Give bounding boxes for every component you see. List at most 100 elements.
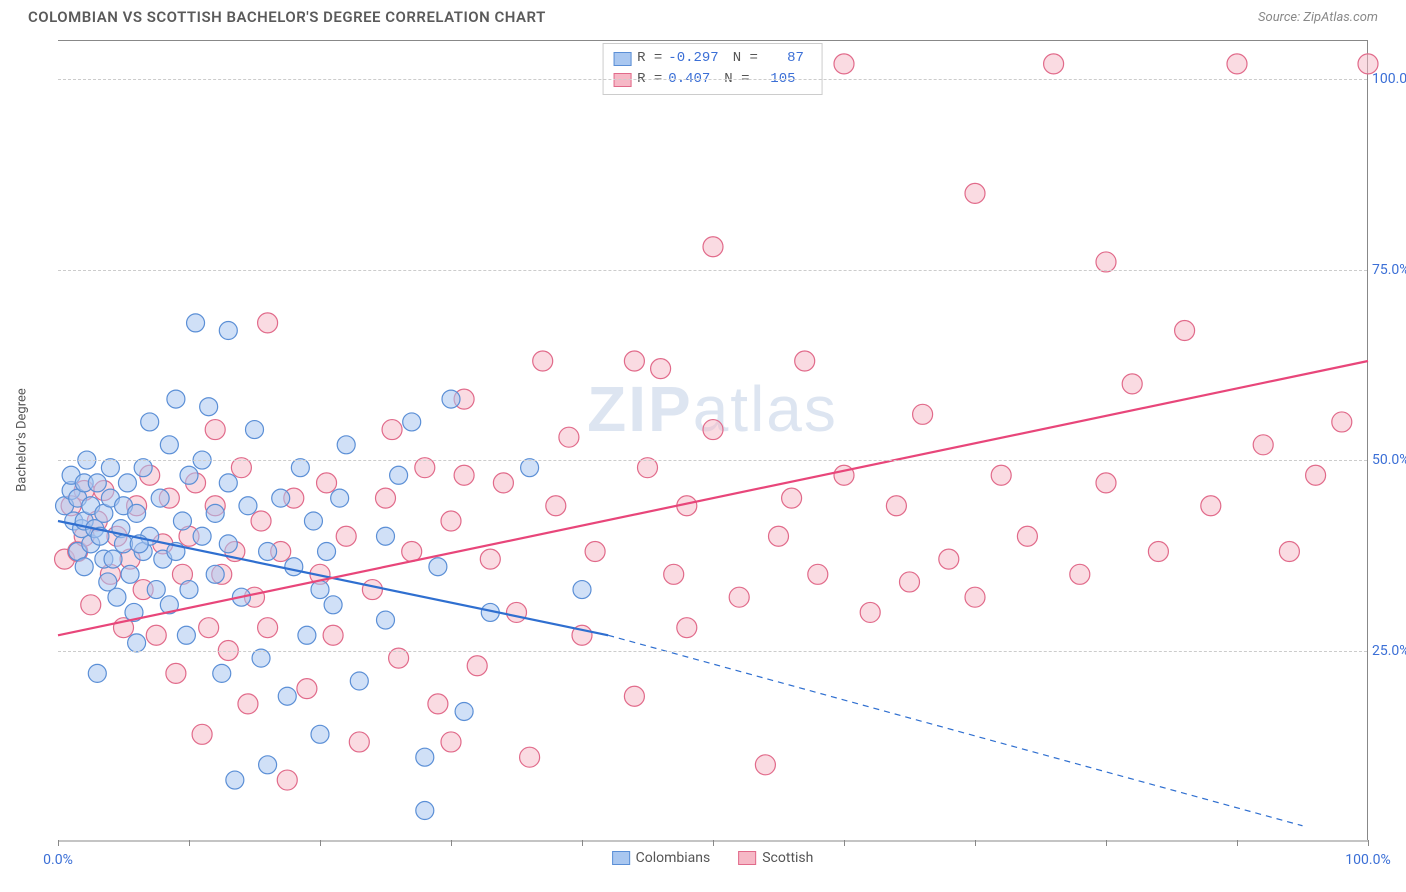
legend-correlation-box: R = -0.297 N = 87 R = 0.407 N = 105 — [602, 43, 823, 95]
data-point — [403, 413, 421, 431]
data-point — [200, 398, 218, 416]
data-point — [834, 54, 854, 74]
data-point — [246, 421, 264, 439]
data-point — [291, 459, 309, 477]
data-point — [886, 496, 906, 516]
data-point — [323, 625, 343, 645]
data-point — [1227, 54, 1247, 74]
data-point — [259, 542, 277, 560]
legend-r-colombians: -0.297 — [668, 48, 726, 69]
data-point — [331, 489, 349, 507]
legend-n-label: N = — [733, 48, 758, 69]
legend-series-box: Colombians Scottish — [612, 850, 814, 866]
xtick — [713, 840, 714, 846]
data-point — [860, 602, 880, 622]
data-point — [559, 427, 579, 447]
data-point — [167, 390, 185, 408]
data-point — [311, 725, 329, 743]
data-point — [251, 511, 271, 531]
data-point — [376, 488, 396, 508]
data-point — [88, 664, 106, 682]
data-point — [1332, 412, 1352, 432]
data-point — [272, 489, 290, 507]
data-point — [297, 679, 317, 699]
chart-title: COLOMBIAN VS SCOTTISH BACHELOR'S DEGREE … — [28, 8, 546, 26]
gridline-h — [58, 79, 1367, 80]
data-point — [101, 459, 119, 477]
data-point — [298, 626, 316, 644]
data-point — [252, 649, 270, 667]
data-point — [362, 580, 382, 600]
data-point — [180, 581, 198, 599]
data-point — [258, 313, 278, 333]
data-point — [337, 436, 355, 454]
data-point — [324, 596, 342, 614]
legend-n-colombians: 87 — [764, 48, 812, 69]
data-point — [428, 694, 448, 714]
data-point — [1070, 564, 1090, 584]
data-point — [442, 390, 460, 408]
data-point — [134, 459, 152, 477]
data-point — [285, 558, 303, 576]
xtick — [320, 840, 321, 846]
data-point — [187, 314, 205, 332]
data-point — [455, 702, 473, 720]
data-point — [108, 588, 126, 606]
data-point — [454, 465, 474, 485]
data-point — [377, 611, 395, 629]
data-point — [238, 694, 258, 714]
xtick — [1106, 840, 1107, 846]
legend-row-colombians: R = -0.297 N = 87 — [613, 48, 812, 69]
data-point — [533, 351, 553, 371]
legend-label-scottish: Scottish — [762, 850, 813, 866]
data-point — [160, 436, 178, 454]
data-point — [390, 466, 408, 484]
data-point — [520, 747, 540, 767]
data-point — [1148, 541, 1168, 561]
y-axis-label: Bachelor's Degree — [15, 388, 30, 492]
data-point — [336, 526, 356, 546]
data-point — [193, 527, 211, 545]
data-point — [1201, 496, 1221, 516]
data-point — [350, 672, 368, 690]
data-point — [239, 497, 257, 515]
data-point — [166, 663, 186, 683]
data-point — [467, 656, 487, 676]
data-point — [259, 756, 277, 774]
data-point — [1017, 526, 1037, 546]
data-point — [382, 420, 402, 440]
data-point — [493, 473, 513, 493]
data-point — [311, 581, 329, 599]
data-point — [206, 504, 224, 522]
data-point — [429, 558, 447, 576]
data-point — [121, 565, 139, 583]
data-point — [213, 664, 231, 682]
data-point — [664, 564, 684, 584]
data-point — [755, 755, 775, 775]
data-point — [258, 618, 278, 638]
data-point — [507, 602, 527, 622]
data-point — [573, 581, 591, 599]
data-point — [729, 587, 749, 607]
gridline-h — [58, 270, 1367, 271]
data-point — [795, 351, 815, 371]
data-point — [146, 625, 166, 645]
data-point — [624, 351, 644, 371]
legend-label-colombians: Colombians — [636, 850, 711, 866]
xtick — [844, 840, 845, 846]
xtick — [582, 840, 583, 846]
data-point — [1175, 321, 1195, 341]
data-point — [913, 404, 933, 424]
ytick-label: 50.0% — [1372, 452, 1406, 468]
legend-item-scottish: Scottish — [738, 850, 813, 866]
scatter-svg — [58, 41, 1367, 840]
data-point — [939, 549, 959, 569]
xtick — [1368, 840, 1369, 846]
data-point — [192, 724, 212, 744]
data-point — [624, 686, 644, 706]
xtick — [451, 840, 452, 846]
data-point — [180, 466, 198, 484]
data-point — [377, 527, 395, 545]
data-point — [677, 618, 697, 638]
xtick — [189, 840, 190, 846]
